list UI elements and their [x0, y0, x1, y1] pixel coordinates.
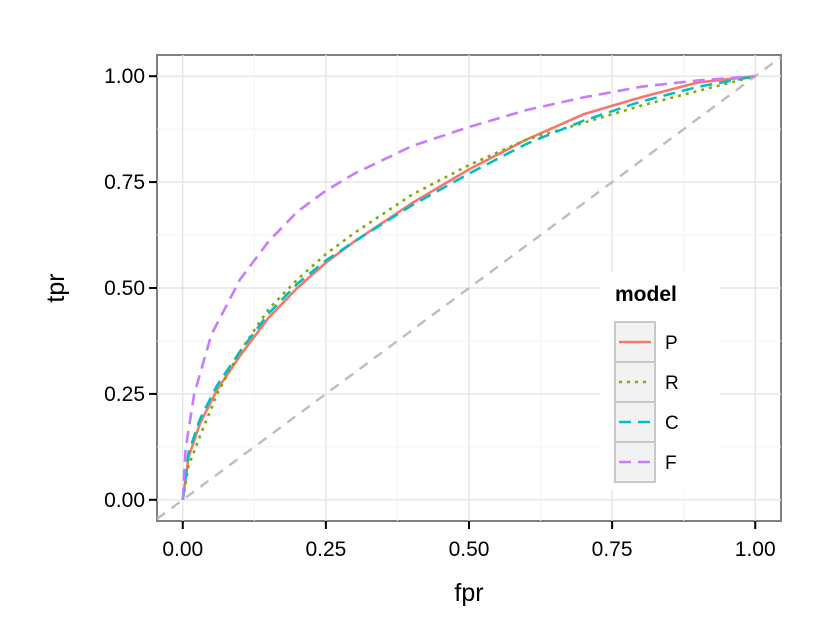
reference-diagonal: [156, 56, 782, 520]
legend-label-p: P: [665, 333, 678, 354]
y-tick-label: 0.50: [104, 277, 145, 300]
x-tick-label: 0.00: [162, 538, 203, 561]
series-line-c: [181, 74, 756, 500]
legend-label-f: F: [665, 453, 677, 474]
y-tick-label: 0.25: [104, 383, 145, 406]
legend-title: model: [615, 283, 677, 306]
legend-label-r: R: [665, 373, 679, 394]
axes: 0.00 0.25 0.50 0.75 1.00 0.00 0.25 0.50 0.75 1.00: [104, 65, 776, 561]
y-axis-title: tpr: [42, 273, 70, 302]
reference-line: [156, 56, 782, 520]
series-line-f: [181, 74, 756, 500]
x-tick-label: 0.75: [592, 538, 633, 561]
x-axis-title: fpr: [454, 579, 483, 607]
x-tick-label: 0.25: [305, 538, 346, 561]
y-tick-label: 0.00: [104, 489, 145, 512]
x-tick-label: 1.00: [735, 538, 776, 561]
legend-label-c: C: [665, 413, 679, 434]
series-lines: [181, 74, 756, 501]
y-tick-label: 1.00: [104, 65, 145, 88]
series-line-r: [181, 74, 756, 501]
y-tick-label: 0.75: [104, 171, 145, 194]
x-tick-label: 0.50: [449, 538, 490, 561]
